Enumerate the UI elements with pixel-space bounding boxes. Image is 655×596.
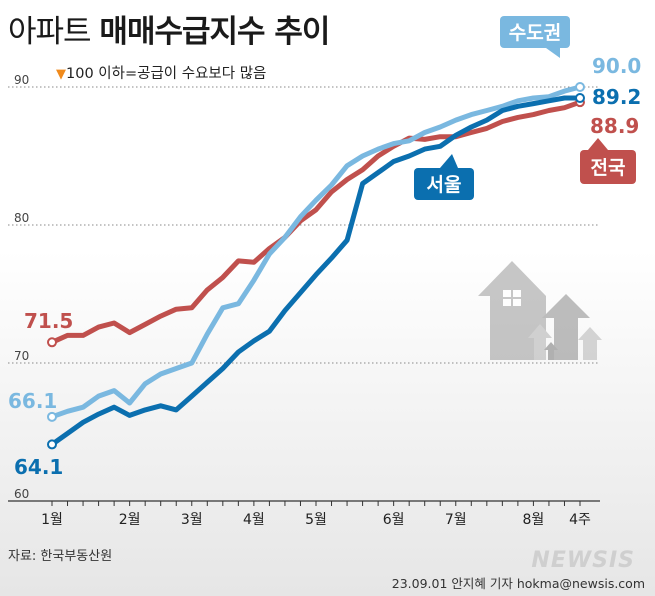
end-value-label: 88.9 [590, 114, 639, 138]
end-point-서울 [575, 93, 585, 104]
series-line-서울 [49, 95, 583, 447]
y-tick-label: 90 [14, 73, 29, 87]
end-value-label: 89.2 [592, 85, 641, 109]
y-tick-label: 70 [14, 349, 29, 363]
series-name-label: 서울 [427, 174, 462, 196]
x-tick-label: 8월 [523, 512, 545, 528]
callout-pointer [588, 138, 608, 150]
start-point-서울 [47, 439, 57, 450]
title-bold: 매매수급지수 추이 [99, 14, 330, 50]
chart-title: 아파트 매매수급지수 추이 [8, 6, 330, 51]
start-value-label: 71.5 [24, 309, 73, 333]
series-badge-전국 [580, 150, 636, 184]
byline-text: 23.09.01 안지혜 기자 hokma@newsis.com [391, 576, 645, 591]
x-tick-label: 6월 [383, 512, 405, 528]
series-line-전국 [49, 99, 583, 345]
start-value-label: 64.1 [14, 455, 63, 479]
title-light: 아파트 [8, 14, 92, 50]
legend-note: ▼100 이하=공급이 수요보다 많음 [56, 62, 266, 83]
series-name-label: 수도권 [509, 22, 561, 44]
x-tick-label: 1월 [41, 512, 63, 528]
source-text: 자료: 한국부동산원 [8, 549, 113, 564]
gridlines [8, 86, 600, 364]
x-axis: 1월 2월 3월 4월 5월 6월 7월 8월 4주 [8, 500, 600, 528]
y-tick-label: 60 [14, 487, 29, 501]
series-line-수도권 [49, 84, 583, 420]
start-value-label: 66.1 [8, 389, 57, 413]
series-badge-수도권 [500, 16, 570, 48]
watermark-logo: NEWSIS [531, 548, 635, 573]
y-axis: 60 70 80 90 [14, 73, 29, 501]
x-tick-label: 4주 [569, 512, 591, 528]
series-name-label: 전국 [591, 157, 626, 179]
x-tick-label: 4월 [243, 512, 265, 528]
start-point-수도권 [47, 411, 57, 422]
x-tick-label: 5월 [305, 512, 327, 528]
x-tick-label: 2월 [119, 512, 141, 528]
end-value-label: 90.0 [592, 54, 641, 78]
down-triangle-icon: ▼ [56, 67, 66, 82]
y-tick-label: 80 [14, 211, 29, 225]
end-point-수도권 [575, 82, 585, 92]
series-badge-서울 [414, 168, 474, 200]
callout-pointer [546, 48, 560, 58]
series-lines [47, 82, 585, 450]
callout-pointer [440, 154, 458, 168]
note-text: 100 이하=공급이 수요보다 많음 [66, 66, 267, 82]
x-tick-label: 7월 [445, 512, 467, 528]
start-point-전국 [47, 337, 57, 348]
house-illustration-icon [478, 261, 602, 360]
x-tick-label: 3월 [181, 512, 203, 528]
